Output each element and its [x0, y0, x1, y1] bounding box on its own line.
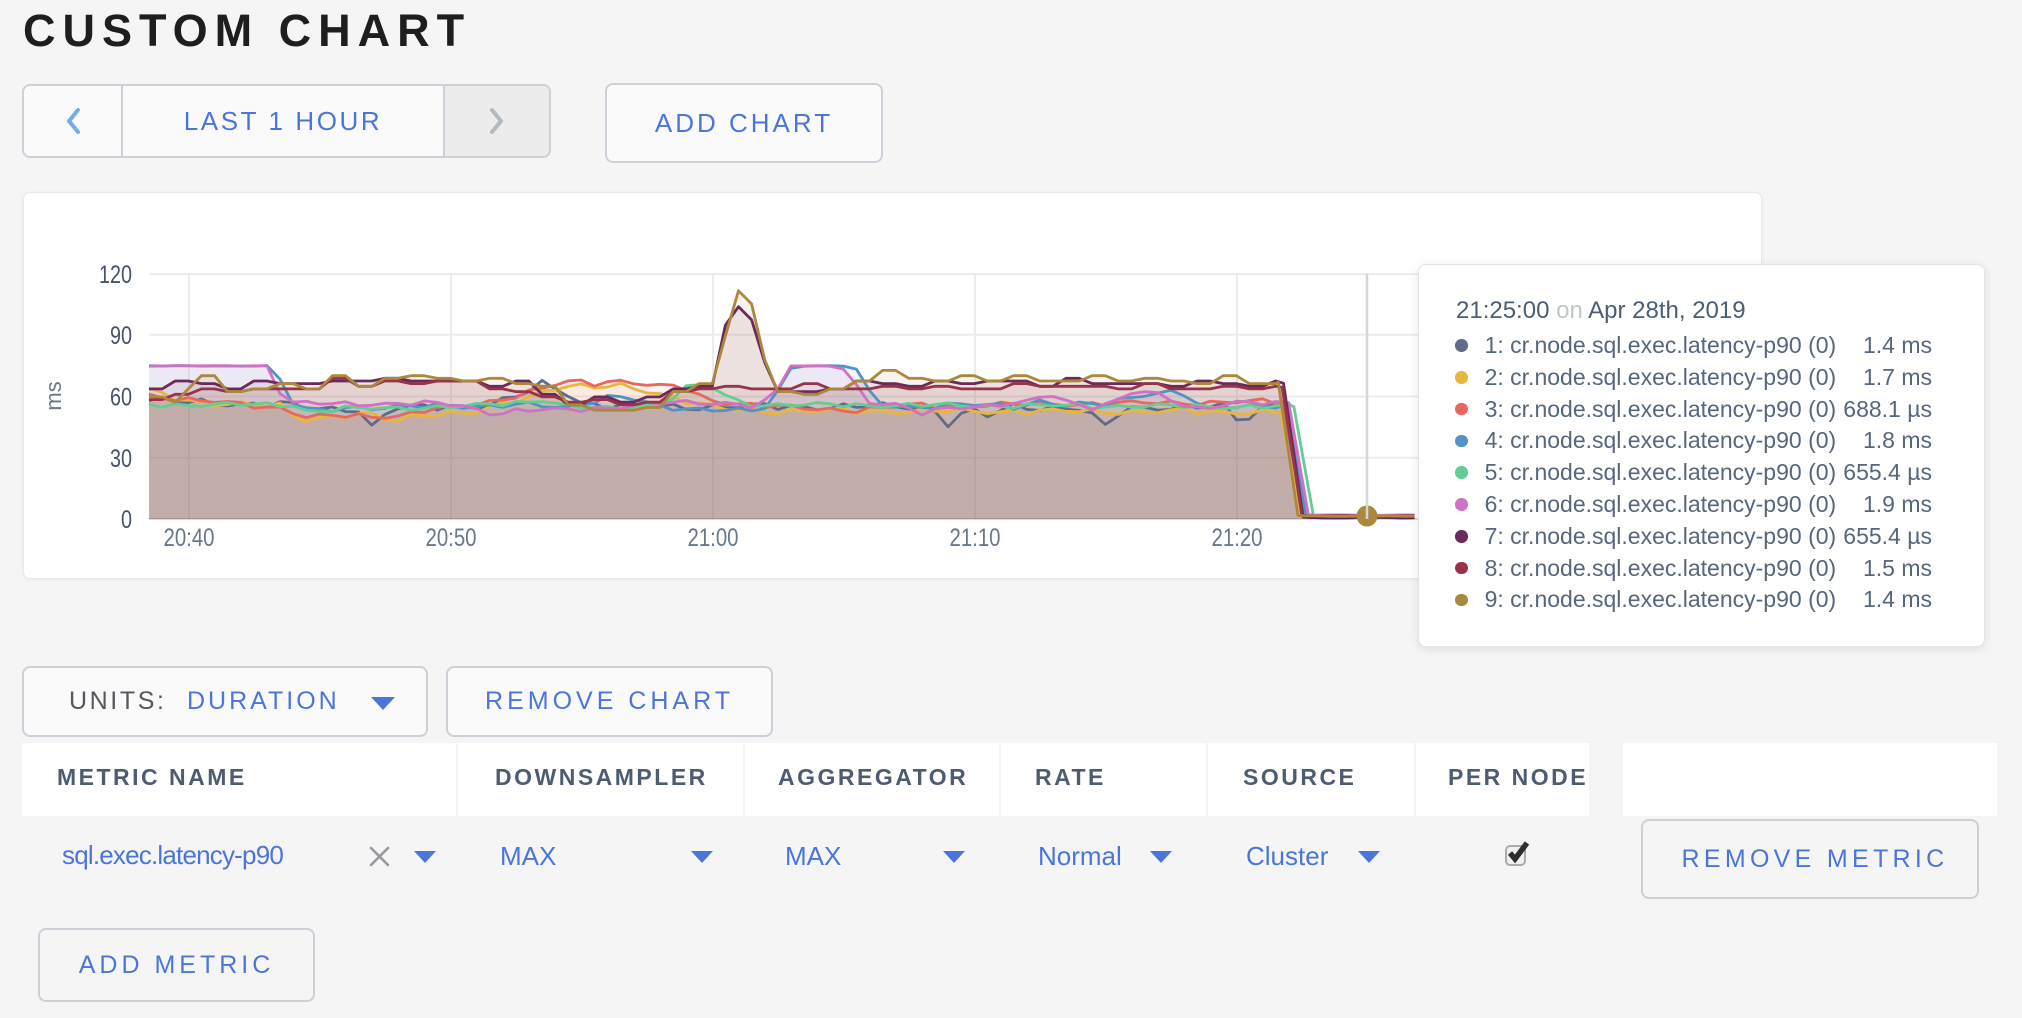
svg-text:30: 30: [110, 445, 132, 473]
svg-text:90: 90: [110, 322, 132, 350]
svg-text:21:10: 21:10: [950, 524, 1001, 552]
svg-text:21:20: 21:20: [1212, 524, 1263, 552]
svg-text:60: 60: [110, 384, 132, 412]
svg-text:120: 120: [99, 261, 132, 289]
svg-text:20:50: 20:50: [426, 524, 477, 552]
svg-text:0: 0: [121, 506, 132, 534]
svg-text:ms: ms: [41, 381, 66, 410]
svg-text:20:40: 20:40: [164, 524, 215, 552]
svg-text:21:00: 21:00: [688, 524, 739, 552]
